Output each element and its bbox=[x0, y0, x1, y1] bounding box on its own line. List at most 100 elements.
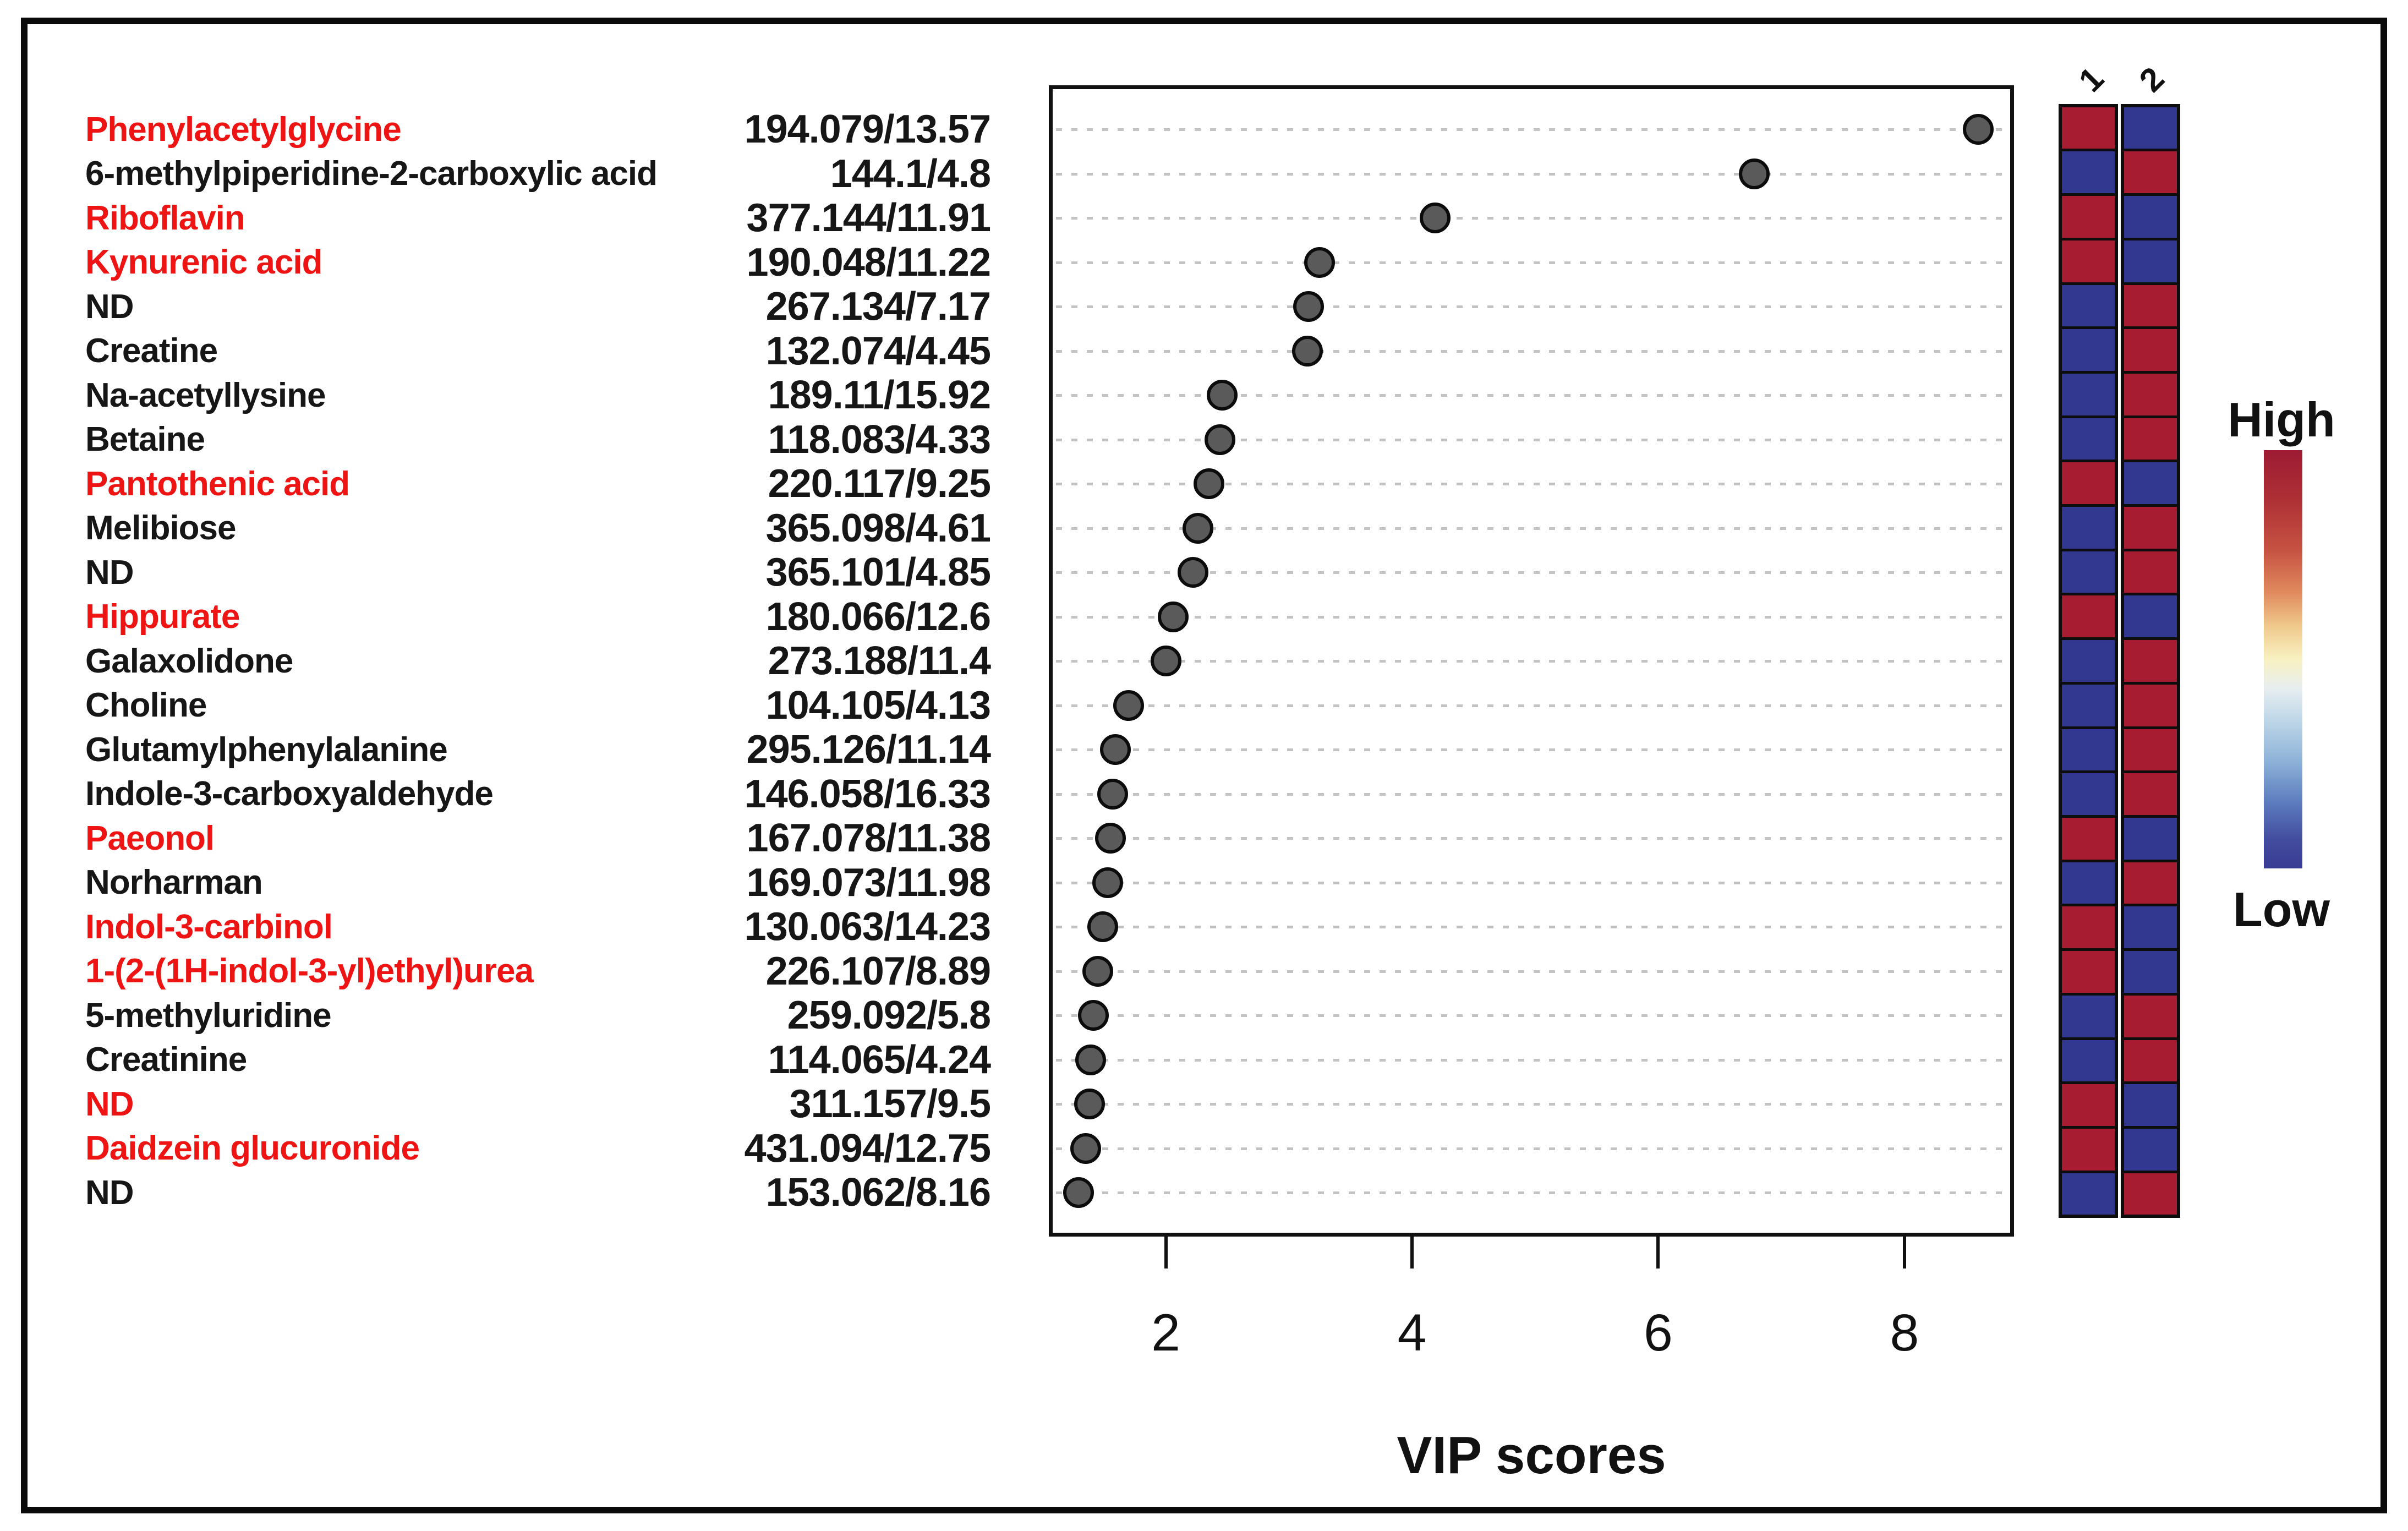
metabolite-label: Kynurenic acid bbox=[85, 243, 322, 281]
mz-rt-value: 167.078/11.38 bbox=[746, 816, 991, 860]
legend-low-label: Low bbox=[2233, 882, 2330, 937]
heatmap-cell-low bbox=[2062, 548, 2115, 593]
heatmap-cell-high bbox=[2124, 770, 2177, 815]
heatmap-cell-high bbox=[2062, 193, 2115, 238]
heatmap-cell-low bbox=[2124, 593, 2177, 638]
vip-dot bbox=[1293, 291, 1325, 322]
mz-rt-value: 226.107/8.89 bbox=[765, 949, 991, 993]
heatmap-cell-low bbox=[2124, 193, 2177, 238]
heatmap-cell-high bbox=[2124, 548, 2177, 593]
gridline bbox=[1056, 1014, 2007, 1017]
vip-dot bbox=[1094, 823, 1126, 854]
heatmap-cell-low bbox=[2062, 992, 2115, 1037]
metabolite-label: ND bbox=[85, 1085, 134, 1123]
heatmap-cell-high bbox=[2062, 1125, 2115, 1171]
heatmap-cell-high bbox=[2124, 726, 2177, 771]
mz-rt-value: 377.144/11.91 bbox=[746, 196, 991, 240]
heatmap-cell-low bbox=[2062, 504, 2115, 549]
metabolite-label: Indole-3-carboxyaldehyde bbox=[85, 775, 494, 813]
vip-dot bbox=[1113, 690, 1145, 721]
vip-dot bbox=[1063, 1177, 1094, 1208]
metabolite-label: ND bbox=[85, 1173, 134, 1212]
heatmap-cell-low bbox=[2062, 149, 2115, 194]
gridline bbox=[1056, 349, 2007, 353]
gridline bbox=[1056, 970, 2007, 973]
x-tick-mark bbox=[1902, 1237, 1906, 1268]
heatmap-cell-low bbox=[2124, 1125, 2177, 1171]
gridline bbox=[1056, 1103, 2007, 1106]
vip-dot bbox=[1070, 1133, 1102, 1164]
vip-dot bbox=[1304, 247, 1336, 278]
gridline bbox=[1056, 261, 2007, 264]
heatmap-cell-low bbox=[2062, 637, 2115, 682]
metabolite-label: Creatine bbox=[85, 332, 218, 370]
metabolite-label: ND bbox=[85, 287, 134, 326]
mz-rt-value: 104.105/4.13 bbox=[765, 683, 991, 728]
gridline bbox=[1056, 571, 2007, 574]
heatmap-cell-high bbox=[2062, 904, 2115, 949]
x-tick-label: 2 bbox=[1151, 1304, 1180, 1362]
mz-rt-value: 169.073/11.98 bbox=[746, 860, 991, 905]
metabolite-label: Hippurate bbox=[85, 598, 240, 636]
mz-rt-value: 153.062/8.16 bbox=[765, 1171, 991, 1215]
heatmap-cell-low bbox=[2124, 107, 2177, 149]
vip-dot bbox=[1074, 1089, 1105, 1119]
x-tick-label: 8 bbox=[1890, 1304, 1919, 1362]
metabolite-label: Galaxolidone bbox=[85, 642, 293, 680]
heatmap-cell-high bbox=[2124, 637, 2177, 682]
mz-rt-value: 144.1/4.8 bbox=[830, 151, 991, 196]
gridline bbox=[1056, 128, 2007, 131]
heatmap-cell-low bbox=[2124, 237, 2177, 282]
heatmap-cell-low bbox=[2124, 948, 2177, 993]
heatmap-cell-low bbox=[2062, 859, 2115, 904]
gridline bbox=[1056, 792, 2007, 796]
heatmap-cell-low bbox=[2062, 770, 2115, 815]
mz-rt-value: 194.079/13.57 bbox=[744, 107, 991, 151]
mz-rt-value: 189.11/15.92 bbox=[768, 373, 991, 417]
vip-dot bbox=[1082, 955, 1114, 987]
gridline bbox=[1056, 837, 2007, 840]
vip-dot bbox=[1075, 1044, 1107, 1075]
metabolite-label: Na-acetyllysine bbox=[85, 376, 326, 414]
heatmap-cell-high bbox=[2062, 460, 2115, 505]
heatmap-cell-low bbox=[2124, 460, 2177, 505]
color-scale-gradient bbox=[2264, 450, 2302, 868]
heatmap-cell-low bbox=[2124, 1081, 2177, 1126]
gridline bbox=[1056, 527, 2007, 530]
heatmap-cell-low bbox=[2062, 726, 2115, 771]
gridline bbox=[1056, 615, 2007, 619]
heatmap-cell-high bbox=[2124, 326, 2177, 371]
metabolite-label: Riboflavin bbox=[85, 199, 245, 237]
vip-dot bbox=[1420, 203, 1451, 233]
vip-dot-plot bbox=[1049, 85, 2014, 1237]
heatmap-cell-high bbox=[2062, 107, 2115, 149]
metabolite-label: Indol-3-carbinol bbox=[85, 907, 333, 946]
vip-dot bbox=[1182, 512, 1213, 544]
heatmap-cell-low bbox=[2124, 904, 2177, 949]
heatmap-column-group1 bbox=[2059, 103, 2118, 1218]
heatmap-cell-high bbox=[2124, 1170, 2177, 1215]
figure-border bbox=[21, 18, 2387, 1513]
vip-dot bbox=[1204, 424, 1235, 455]
gridline bbox=[1056, 660, 2007, 663]
metabolite-label: Daidzein glucuronide bbox=[85, 1129, 420, 1167]
gridline bbox=[1056, 926, 2007, 928]
gridline bbox=[1056, 1058, 2007, 1062]
vip-dot bbox=[1092, 867, 1124, 898]
gridline bbox=[1056, 394, 2007, 397]
metabolite-label: Choline bbox=[85, 686, 207, 724]
heatmap-cell-high bbox=[2124, 370, 2177, 415]
x-tick-mark bbox=[1410, 1237, 1414, 1268]
heatmap-cell-high bbox=[2124, 992, 2177, 1037]
heatmap-cell-high bbox=[2062, 593, 2115, 638]
metabolite-label: Glutamylphenylalanine bbox=[85, 730, 448, 769]
heatmap-cell-low bbox=[2062, 326, 2115, 371]
vip-dot bbox=[1087, 911, 1119, 942]
heatmap-cell-low bbox=[2062, 370, 2115, 415]
vip-dot bbox=[1738, 158, 1770, 189]
heatmap-cell-high bbox=[2062, 237, 2115, 282]
heatmap-cell-high bbox=[2124, 504, 2177, 549]
mz-rt-value: 180.066/12.6 bbox=[765, 594, 991, 639]
mz-rt-value: 220.117/9.25 bbox=[768, 462, 991, 506]
